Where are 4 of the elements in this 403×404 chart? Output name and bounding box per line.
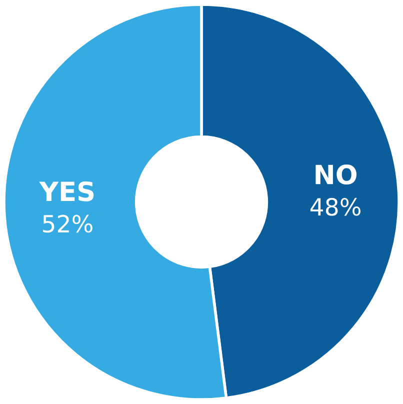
slice-label: YES	[39, 181, 94, 202]
data-label: 52%	[43, 214, 92, 233]
data-label: 48%	[310, 198, 360, 216]
slice-label: NO	[316, 164, 356, 185]
